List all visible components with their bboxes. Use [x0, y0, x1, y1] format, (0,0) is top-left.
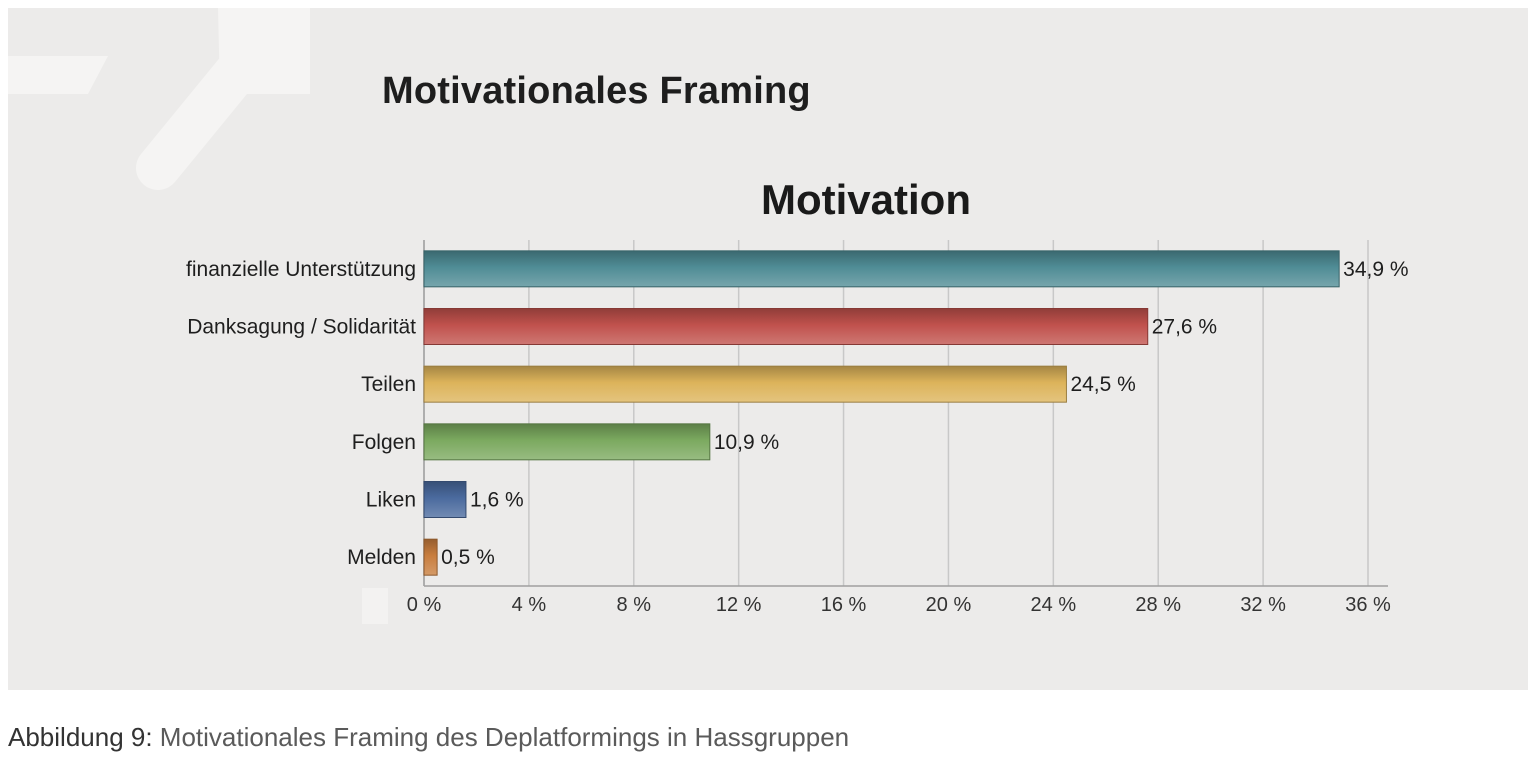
bar-chart: Motivation finanzielle Unterstützung 34,9… — [186, 176, 1409, 624]
category-label: Melden — [347, 546, 416, 569]
figure-caption: Abbildung 9: Motivationales Framing des … — [8, 722, 849, 753]
caption-text: Motivationales Framing des Deplatforming… — [159, 722, 850, 752]
x-tick-label: 12 % — [716, 594, 762, 616]
category-label: Folgen — [352, 431, 416, 454]
x-tick-label: 8 % — [617, 594, 652, 616]
x-tick-label: 36 % — [1345, 594, 1391, 616]
bar — [423, 308, 1149, 345]
data-label: 1,6 % — [470, 489, 524, 512]
bar — [423, 423, 711, 461]
slide-title: Motivationales Framing — [382, 70, 811, 112]
bar — [423, 481, 467, 518]
x-tick-label: 32 % — [1240, 594, 1286, 616]
figure-panel: Motivationales Framing Motivation finanz… — [8, 8, 1528, 690]
x-tick-label: 20 % — [926, 594, 972, 616]
x-tick-label: 24 % — [1031, 594, 1077, 616]
category-label: finanzielle Unterstützung — [186, 258, 416, 281]
x-tick-label: 0 % — [407, 594, 442, 616]
category-label: Teilen — [361, 373, 416, 396]
bar — [423, 365, 1067, 403]
chart-title: Motivation — [761, 176, 971, 223]
data-label: 24,5 % — [1070, 373, 1135, 396]
bar — [423, 250, 1340, 288]
x-tick-label: 4 % — [512, 594, 547, 616]
data-label: 0,5 % — [441, 546, 495, 569]
x-tick-label: 16 % — [821, 594, 867, 616]
decorative-logo-shape — [8, 8, 310, 190]
data-label: 27,6 % — [1152, 316, 1217, 339]
category-label: Danksagung / Solidarität — [187, 316, 416, 339]
axis-corner-shade — [362, 588, 388, 624]
bar — [423, 538, 438, 576]
data-label: 10,9 % — [714, 431, 779, 454]
category-label: Liken — [366, 489, 416, 512]
caption-label: Abbildung 9: — [8, 722, 153, 752]
x-tick-label: 28 % — [1135, 594, 1181, 616]
data-label: 34,9 % — [1343, 258, 1408, 281]
